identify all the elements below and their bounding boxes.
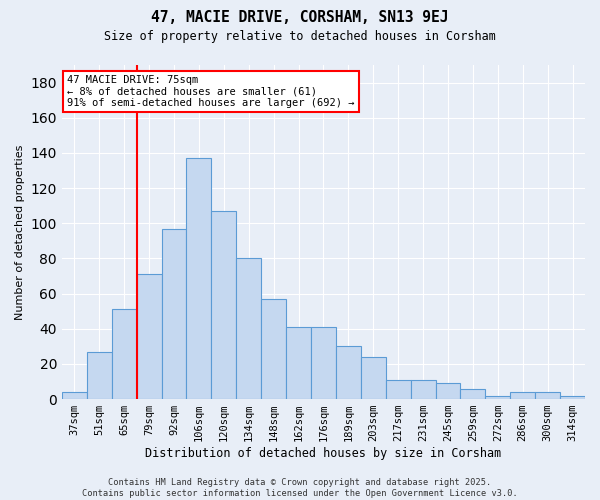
Bar bbox=[336, 346, 361, 399]
Bar bbox=[87, 352, 112, 399]
Bar bbox=[535, 392, 560, 399]
Bar bbox=[62, 392, 87, 399]
Bar bbox=[211, 211, 236, 399]
Y-axis label: Number of detached properties: Number of detached properties bbox=[15, 144, 25, 320]
Bar bbox=[361, 357, 386, 399]
Text: 47, MACIE DRIVE, CORSHAM, SN13 9EJ: 47, MACIE DRIVE, CORSHAM, SN13 9EJ bbox=[151, 10, 449, 25]
Bar bbox=[386, 380, 410, 399]
Bar bbox=[460, 388, 485, 399]
Bar bbox=[286, 327, 311, 399]
Bar bbox=[161, 228, 187, 399]
Bar bbox=[485, 396, 510, 399]
Bar bbox=[236, 258, 261, 399]
Bar bbox=[261, 299, 286, 399]
Bar bbox=[137, 274, 161, 399]
Bar bbox=[510, 392, 535, 399]
Bar bbox=[410, 380, 436, 399]
Text: Contains HM Land Registry data © Crown copyright and database right 2025.
Contai: Contains HM Land Registry data © Crown c… bbox=[82, 478, 518, 498]
Bar bbox=[436, 384, 460, 399]
Bar bbox=[112, 310, 137, 399]
Text: Size of property relative to detached houses in Corsham: Size of property relative to detached ho… bbox=[104, 30, 496, 43]
Bar bbox=[187, 158, 211, 399]
Text: 47 MACIE DRIVE: 75sqm
← 8% of detached houses are smaller (61)
91% of semi-detac: 47 MACIE DRIVE: 75sqm ← 8% of detached h… bbox=[67, 75, 355, 108]
X-axis label: Distribution of detached houses by size in Corsham: Distribution of detached houses by size … bbox=[145, 447, 502, 460]
Bar bbox=[311, 327, 336, 399]
Bar bbox=[560, 396, 585, 399]
